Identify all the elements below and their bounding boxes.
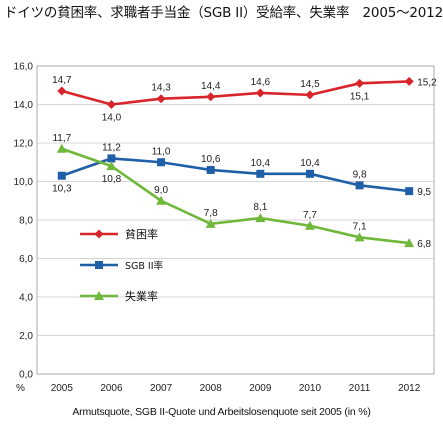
y-tick-label: 4,0 [19,293,33,304]
series-line [61,157,410,193]
gridlines [37,104,434,336]
y-tick-label: 12,0 [14,139,34,150]
data-point [404,76,414,86]
x-tick-label: 2005 [51,383,74,394]
data-label: 15,1 [350,91,370,102]
data-label: 14,6 [251,77,271,88]
y-axis-tick-labels: 0,0 2,0 4,0 6,0 8,0 10,0 12,0 14,0 16,0 [14,62,34,381]
y-tick-label: 16,0 [14,62,34,73]
x-tick-label: 2010 [299,383,322,394]
data-label: 11,7 [52,133,71,144]
legend-marker [95,261,103,269]
legend-label: 失業率 [125,289,158,303]
data-label: 14,3 [151,83,171,94]
x-axis-tick-labels: 2005 2006 2007 2008 2009 2010 2011 2012 [51,383,421,394]
data-point [255,213,266,223]
data-label: 10,8 [102,174,122,185]
data-label: 14,4 [201,81,221,92]
x-tick-label: 2006 [100,383,123,394]
data-point [255,88,265,98]
series-line [61,80,410,106]
data-point [355,181,364,190]
chart-caption: Armutsquote, SGB II-Quote und Arbeitslos… [72,406,371,418]
data-point [354,232,365,242]
y-tick-label: 14,0 [14,100,34,111]
data-point [355,78,365,88]
data-label: 11,2 [102,142,121,153]
y-tick-label: 6,0 [19,254,33,265]
data-label: 9,5 [417,187,431,198]
x-tick-label: 2009 [249,383,272,394]
data-label: 7,8 [204,208,218,219]
data-point [305,90,315,100]
y-tick-label: 8,0 [19,216,33,227]
data-labels: 14,7 14,0 14,3 14,4 14,6 14,5 15,1 15,2 10,3 11,2… [52,75,437,250]
chart-title: ドイツの貧困率、求職者手当金（SGB II）受給率、失業率 2005～2012年 [4,5,443,21]
legend-label: SGB II率 [125,260,164,272]
data-point [206,92,216,102]
x-tick-label: 2008 [200,383,223,394]
data-label: 10,3 [52,184,72,195]
data-point [57,171,66,180]
data-point [404,238,415,248]
data-label: 10,4 [300,158,320,169]
legend-marker [94,291,104,300]
data-label: 14,0 [102,113,122,124]
data-point [57,86,67,96]
data-label: 7,1 [353,221,367,232]
y-unit-label: % [16,383,25,394]
x-tick-label: 2011 [349,383,371,394]
x-tick-label: 2007 [150,383,173,394]
data-point [157,158,166,167]
data-label: 11,0 [152,146,171,157]
series-lines [56,76,415,248]
data-label: 8,1 [253,202,267,213]
data-point [106,161,117,171]
data-point [305,169,314,178]
data-label: 14,5 [300,79,320,90]
y-tick-label: 0,0 [19,370,33,381]
data-label: 14,7 [52,75,72,86]
series-line [61,147,410,245]
data-label: 9,8 [353,169,367,180]
x-tick-label: 2012 [398,383,421,394]
legend-marker [94,229,104,239]
data-point [106,100,116,109]
data-label: 10,6 [201,154,221,165]
data-point [304,220,315,230]
data-label: 7,7 [303,210,317,221]
data-label: 10,4 [251,158,271,169]
data-point [56,143,67,153]
data-point [405,187,414,196]
y-tick-label: 2,0 [19,331,33,342]
data-point [206,165,215,174]
legend-label: 貧困率 [125,227,158,241]
data-label: 9,0 [154,185,168,196]
data-label: 6,8 [417,239,431,250]
data-label: 15,2 [417,77,437,88]
data-point [156,94,166,104]
data-point [256,169,265,178]
data-point [205,218,216,228]
data-point [156,195,167,205]
y-tick-label: 10,0 [14,177,34,188]
data-point [107,154,116,163]
